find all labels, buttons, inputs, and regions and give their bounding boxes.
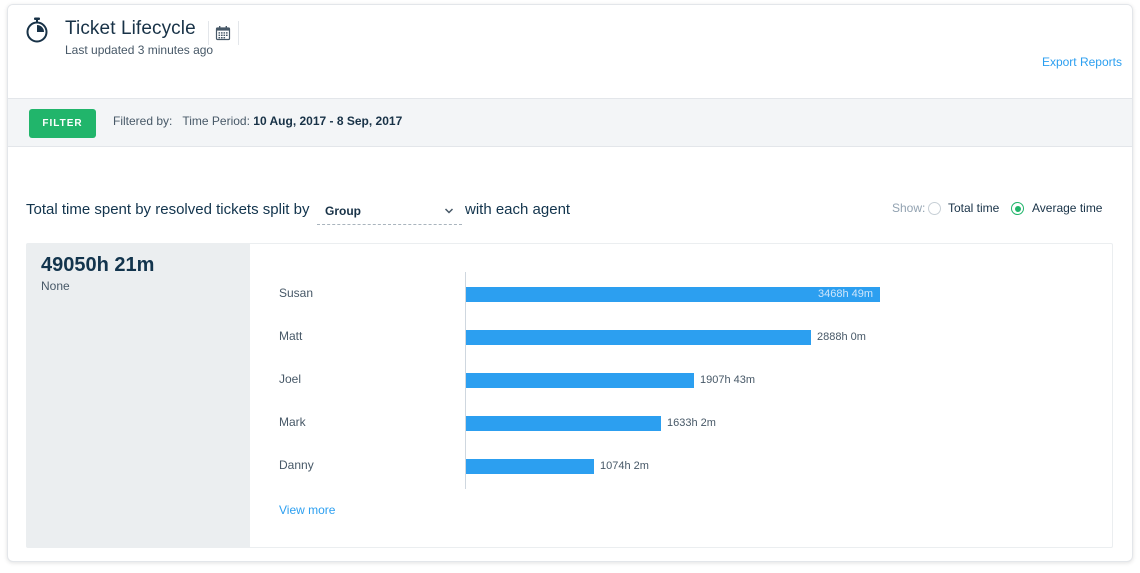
split-by-selected: Group: [325, 204, 361, 218]
bar-susan[interactable]: [466, 287, 880, 302]
average-time-label[interactable]: Average time: [1032, 201, 1103, 215]
filter-bar: FILTER Filtered by: Time Period: 10 Aug, …: [8, 98, 1132, 147]
bar-value-label: 1907h 43m: [700, 374, 756, 386]
agent-name-label: Mark: [279, 415, 306, 429]
chart-panel: 49050h 21m None Susan 3468h 49m Matt 2888h …: [26, 243, 1113, 548]
split-by-dropdown[interactable]: Group: [317, 199, 462, 225]
bar-value-label: 3468h 49m: [818, 288, 874, 300]
bar-danny[interactable]: [466, 459, 594, 474]
filter-button[interactable]: FILTER: [29, 109, 96, 138]
divider: [238, 21, 239, 45]
agent-name-label: Joel: [279, 372, 302, 386]
bar-value-label: 1074h 2m: [600, 460, 649, 472]
show-label: Show:: [892, 201, 926, 215]
divider: [208, 21, 209, 45]
filtered-by-label: Filtered by:: [113, 114, 173, 128]
bar-value-label: 1633h 2m: [667, 417, 716, 429]
agent-name-label: Susan: [279, 286, 314, 300]
agent-name-label: Matt: [279, 329, 303, 343]
report-header: Ticket Lifecycle Last updated 3 minutes …: [8, 5, 1132, 98]
agent-name-label: Danny: [279, 458, 314, 472]
filter-summary: Filtered by: Time Period: 10 Aug, 2017 - …: [113, 114, 402, 128]
export-reports-link[interactable]: Export Reports: [1041, 55, 1122, 69]
view-more-link[interactable]: View more: [279, 503, 336, 517]
last-updated-text: Last updated 3 minutes ago: [65, 43, 214, 57]
group-label: None: [41, 279, 70, 293]
chart-axis: [465, 272, 466, 489]
time-period-value: 10 Aug, 2017 - 8 Sep, 2017: [253, 114, 403, 128]
bar-mark[interactable]: [466, 416, 661, 431]
total-time-radio[interactable]: [928, 202, 941, 215]
average-time-radio[interactable]: [1011, 202, 1024, 215]
bar-joel[interactable]: [466, 373, 694, 388]
bar-value-label: 2888h 0m: [817, 331, 866, 343]
page-title: Ticket Lifecycle: [65, 18, 196, 39]
bar-matt[interactable]: [466, 330, 811, 345]
stopwatch-icon: [26, 17, 48, 43]
total-time-label[interactable]: Total time: [948, 201, 1000, 215]
summary-sidebar: 49050h 21m None: [27, 244, 250, 547]
total-time-value: 49050h 21m: [41, 254, 155, 276]
time-period-label: Time Period:: [182, 114, 250, 128]
split-suffix-text: with each agent: [465, 201, 571, 218]
report-card: Ticket Lifecycle Last updated 3 minutes …: [7, 4, 1133, 562]
chevron-down-icon: [444, 208, 454, 214]
split-prefix-text: Total time spent by resolved tickets spl…: [26, 201, 310, 218]
calendar-icon[interactable]: [215, 25, 231, 41]
